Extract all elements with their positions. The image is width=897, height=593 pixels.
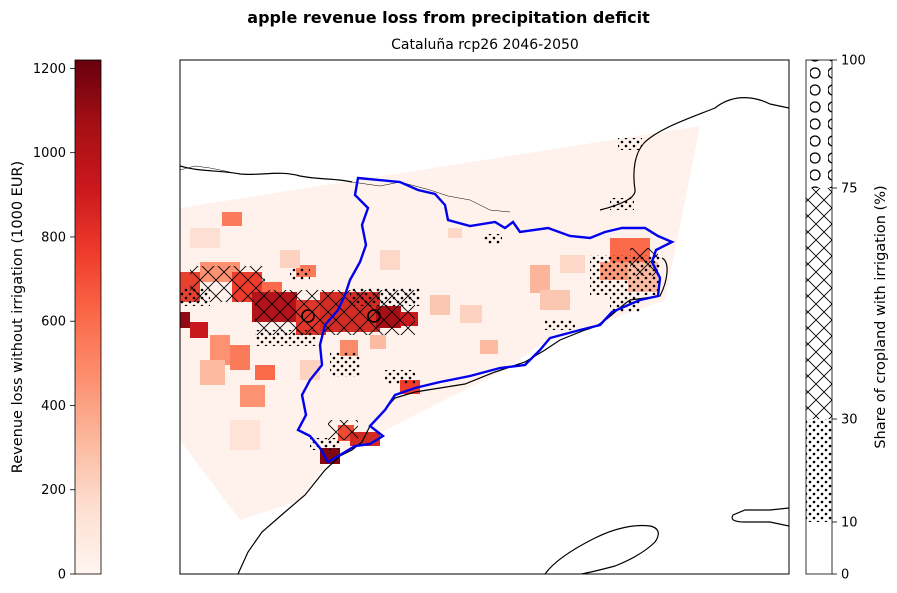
irrigation-share-colorbar: 0 10 30 75 100 Share of cropland with irriga… [805,54,889,583]
irrigation-share-axis-label: Share of cropland with irrigation (%) [873,185,889,448]
revenue-loss-axis-label: Revenue loss without irrigation (1000 EU… [10,161,26,473]
left-tick-label: 600 [41,315,66,330]
map-title: Cataluña rcp26 2046-2050 [391,37,579,53]
right-tick-label: 10 [841,516,858,531]
revenue-loss-colorbar: 0 200 400 600 800 1000 1200 Revenue loss witho… [10,59,102,583]
map-panel [179,59,790,575]
left-tick-label: 1000 [33,146,66,161]
right-tick-label: 30 [841,413,858,428]
right-tick-label: 0 [841,568,849,583]
coastline [180,97,789,574]
region-outline [296,176,675,464]
raster-grid [180,126,700,520]
left-tick-label: 0 [58,568,66,583]
right-tick-label: 75 [841,182,858,197]
right-tick-label: 100 [841,54,866,69]
border-lines [180,165,511,213]
left-tick-label: 400 [41,399,66,414]
left-tick-label: 200 [41,483,66,498]
figure-title: apple revenue loss from precipitation de… [247,8,650,27]
left-tick-label: 1200 [33,62,66,77]
left-tick-label: 800 [41,230,66,245]
